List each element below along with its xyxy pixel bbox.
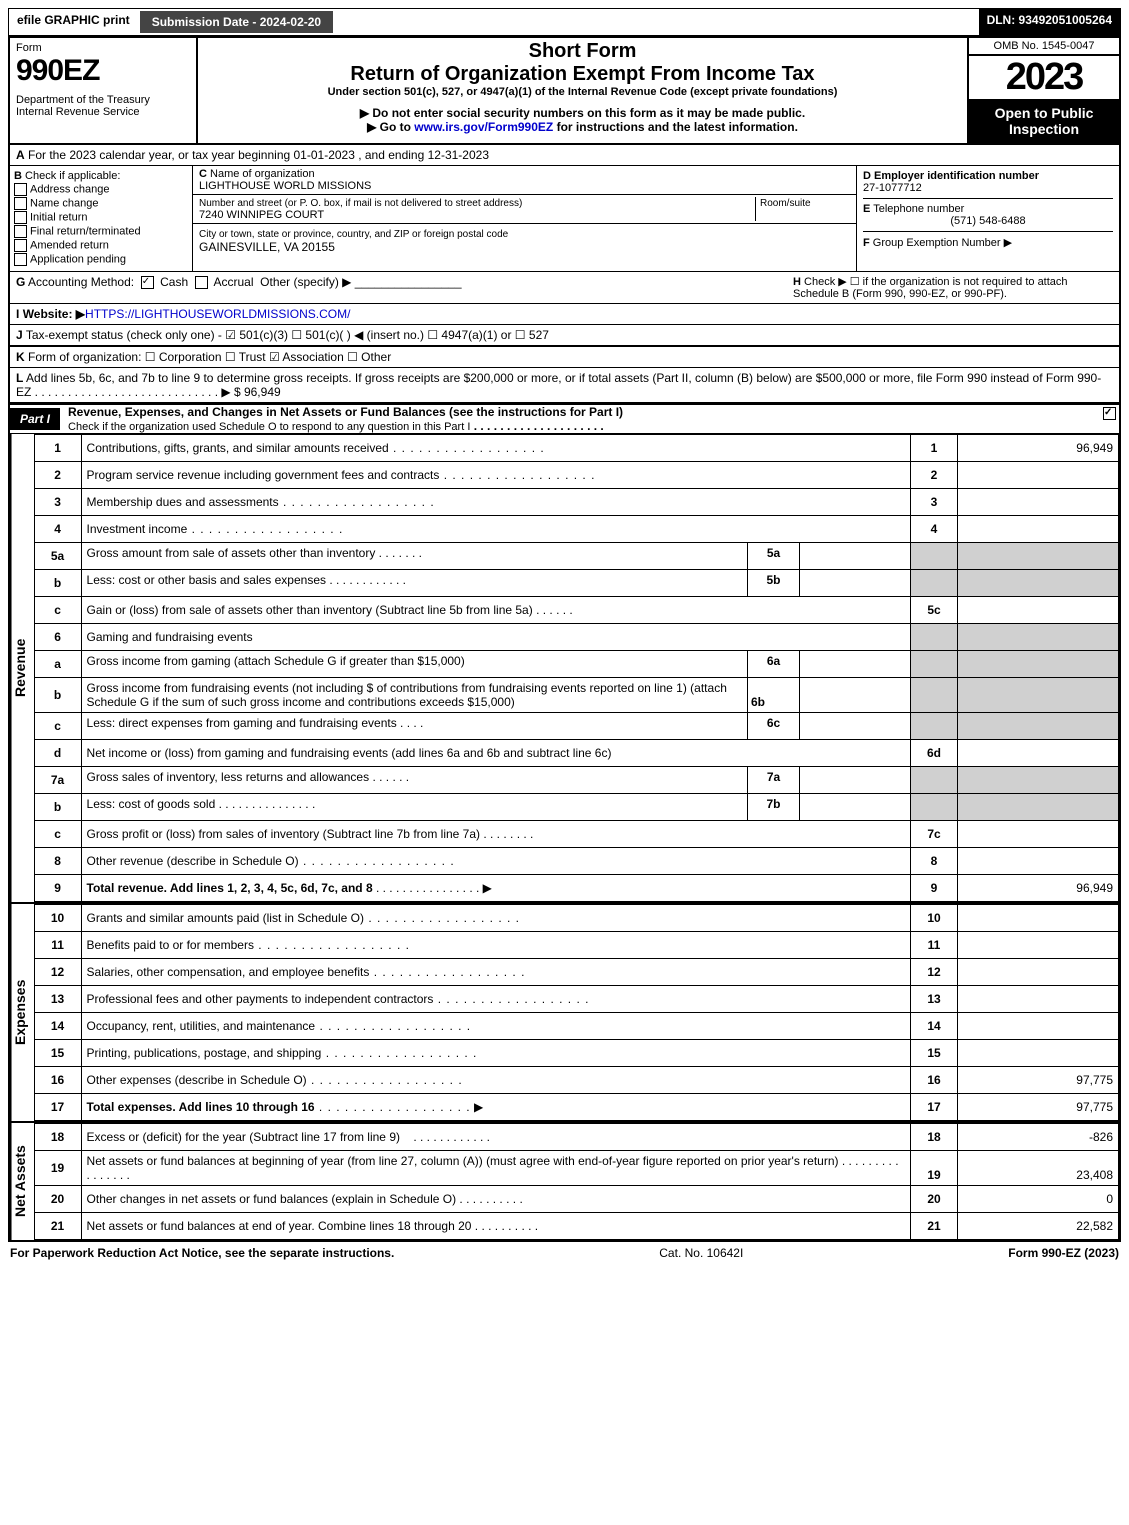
header-center: Short Form Return of Organization Exempt… bbox=[198, 38, 967, 143]
cb-accrual[interactable] bbox=[195, 276, 208, 289]
line-i: I Website: ▶HTTPS://LIGHTHOUSEWORLDMISSI… bbox=[10, 304, 1119, 325]
efile-label: efile GRAPHIC print bbox=[9, 9, 138, 35]
line-18-value: -826 bbox=[958, 1124, 1119, 1151]
submission-date: Submission Date - 2024-02-20 bbox=[138, 9, 335, 35]
footer-right: Form 990-EZ (2023) bbox=[1008, 1246, 1119, 1260]
line-9-value: 96,949 bbox=[958, 875, 1119, 902]
line-16-value: 97,775 bbox=[958, 1067, 1119, 1094]
part-i-label: Part I bbox=[10, 408, 60, 430]
open-inspection: Open to Public Inspection bbox=[969, 99, 1119, 143]
netassets-side-label: Net Assets bbox=[10, 1123, 34, 1240]
expenses-section: Expenses 10Grants and similar amounts pa… bbox=[10, 902, 1119, 1121]
section-c: C Name of organizationLIGHTHOUSE WORLD M… bbox=[193, 166, 856, 271]
room-suite-label: Room/suite bbox=[760, 198, 811, 209]
expenses-table: 10Grants and similar amounts paid (list … bbox=[34, 904, 1119, 1121]
cb-address-change[interactable]: Address change bbox=[14, 183, 188, 196]
cb-initial-return[interactable]: Initial return bbox=[14, 211, 188, 224]
footer: For Paperwork Reduction Act Notice, see … bbox=[8, 1242, 1121, 1264]
cb-application-pending[interactable]: Application pending bbox=[14, 253, 188, 266]
line-17-value: 97,775 bbox=[958, 1094, 1119, 1121]
ein: 27-1077712 bbox=[863, 182, 922, 194]
revenue-table: 1Contributions, gifts, grants, and simil… bbox=[34, 434, 1119, 902]
line-j: J Tax-exempt status (check only one) - ☑… bbox=[10, 325, 1119, 346]
form-container: Form 990EZ Department of the Treasury In… bbox=[8, 36, 1121, 1242]
line-20-value: 0 bbox=[958, 1186, 1119, 1213]
tax-year: 2023 bbox=[969, 56, 1119, 99]
netassets-table: 18Excess or (deficit) for the year (Subt… bbox=[34, 1123, 1119, 1240]
cb-final-return[interactable]: Final return/terminated bbox=[14, 225, 188, 238]
line-19-value: 23,408 bbox=[958, 1151, 1119, 1186]
form-number: 990EZ bbox=[16, 54, 190, 88]
line-l: L Add lines 5b, 6c, and 7b to line 9 to … bbox=[10, 368, 1119, 403]
omb-number: OMB No. 1545-0047 bbox=[969, 38, 1119, 56]
line-a: A For the 2023 calendar year, or tax yea… bbox=[10, 145, 1119, 166]
header-right: OMB No. 1545-0047 2023 Open to Public In… bbox=[967, 38, 1119, 143]
irs-link[interactable]: www.irs.gov/Form990EZ bbox=[414, 120, 553, 134]
under-section: Under section 501(c), 527, or 4947(a)(1)… bbox=[204, 86, 961, 98]
org-name: LIGHTHOUSE WORLD MISSIONS bbox=[199, 180, 371, 192]
website-link[interactable]: HTTPS://LIGHTHOUSEWORLDMISSIONS.COM/ bbox=[85, 307, 350, 321]
part-i-title: Revenue, Expenses, and Changes in Net As… bbox=[60, 405, 1119, 433]
cb-schedule-o[interactable] bbox=[1103, 407, 1116, 420]
goto-link[interactable]: ▶ Go to www.irs.gov/Form990EZ for instru… bbox=[204, 120, 961, 134]
org-name-row: C Name of organizationLIGHTHOUSE WORLD M… bbox=[193, 166, 856, 195]
form-label: Form bbox=[16, 42, 190, 54]
section-h: H Check ▶ ☐ if the organization is not r… bbox=[793, 275, 1113, 300]
section-b: B Check if applicable: Address change Na… bbox=[10, 166, 193, 271]
expenses-side-label: Expenses bbox=[10, 904, 34, 1121]
return-title: Return of Organization Exempt From Incom… bbox=[204, 63, 961, 86]
header-row: Form 990EZ Department of the Treasury In… bbox=[10, 38, 1119, 145]
dln: DLN: 93492051005264 bbox=[979, 9, 1120, 35]
group-exemption: Group Exemption Number ▶ bbox=[873, 237, 1012, 249]
part-i-header: Part I Revenue, Expenses, and Changes in… bbox=[10, 403, 1119, 434]
top-bar: efile GRAPHIC print Submission Date - 20… bbox=[8, 8, 1121, 36]
line-21-value: 22,582 bbox=[958, 1213, 1119, 1240]
dept-label: Department of the Treasury Internal Reve… bbox=[16, 94, 190, 118]
revenue-side-label: Revenue bbox=[10, 434, 34, 902]
gross-receipts: ▶ $ 96,949 bbox=[221, 385, 280, 399]
cb-name-change[interactable]: Name change bbox=[14, 197, 188, 210]
line-gh: G Accounting Method: Cash Accrual Other … bbox=[10, 272, 1119, 304]
cb-cash[interactable] bbox=[141, 276, 154, 289]
org-street: 7240 WINNIPEG COURT bbox=[199, 209, 324, 221]
no-ssn-note: ▶ Do not enter social security numbers o… bbox=[204, 106, 961, 120]
short-form-title: Short Form bbox=[204, 40, 961, 63]
org-city: GAINESVILLE, VA 20155 bbox=[199, 240, 335, 254]
header-left: Form 990EZ Department of the Treasury In… bbox=[10, 38, 198, 143]
cb-amended-return[interactable]: Amended return bbox=[14, 239, 188, 252]
info-block: B Check if applicable: Address change Na… bbox=[10, 166, 1119, 272]
netassets-section: Net Assets 18Excess or (deficit) for the… bbox=[10, 1121, 1119, 1240]
phone: (571) 548-6488 bbox=[863, 215, 1113, 227]
line-1-value: 96,949 bbox=[958, 435, 1119, 462]
revenue-section: Revenue 1Contributions, gifts, grants, a… bbox=[10, 434, 1119, 902]
section-def: D Employer identification number27-10777… bbox=[856, 166, 1119, 271]
footer-left: For Paperwork Reduction Act Notice, see … bbox=[10, 1246, 394, 1260]
line-k: K Form of organization: ☐ Corporation ☐ … bbox=[10, 346, 1119, 368]
footer-cat: Cat. No. 10642I bbox=[659, 1246, 743, 1260]
city-row: City or town, state or province, country… bbox=[193, 224, 856, 256]
street-row: Number and street (or P. O. box, if mail… bbox=[193, 195, 856, 224]
